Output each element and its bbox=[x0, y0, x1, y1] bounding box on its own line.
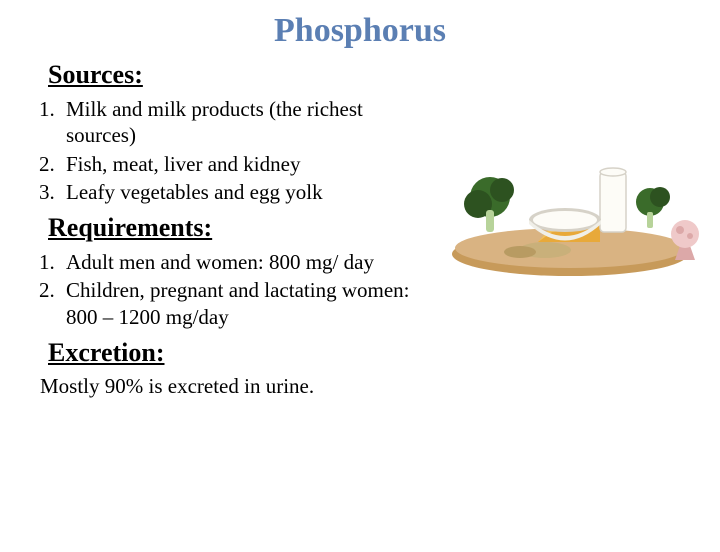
excretion-text: Mostly 90% is excreted in urine. bbox=[40, 374, 720, 399]
list-item: Adult men and women: 800 mg/ day bbox=[60, 249, 420, 275]
requirements-list: Adult men and women: 800 mg/ day Childre… bbox=[60, 249, 420, 330]
list-item: Milk and milk products (the richest sour… bbox=[60, 96, 420, 149]
food-illustration bbox=[450, 142, 710, 282]
sources-list: Milk and milk products (the richest sour… bbox=[60, 96, 420, 205]
list-item: Fish, meat, liver and kidney bbox=[60, 151, 420, 177]
list-item: Leafy vegetables and egg yolk bbox=[60, 179, 420, 205]
list-item: Children, pregnant and lactating women: … bbox=[60, 277, 420, 330]
sources-heading: Sources: bbox=[48, 60, 720, 90]
page-title: Phosphorus bbox=[0, 12, 720, 50]
excretion-heading: Excretion: bbox=[48, 338, 720, 368]
